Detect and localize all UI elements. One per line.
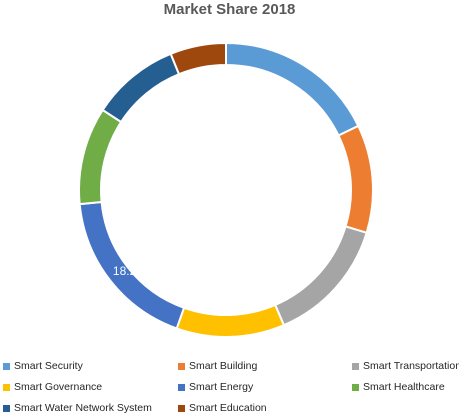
donut-slice-smart-governance: [175, 303, 286, 338]
legend-item-smart-building: Smart Building: [178, 359, 257, 373]
chart-legend: Smart Security Smart Building Smart Transp…: [0, 357, 459, 414]
legend-label: Smart Building: [189, 360, 258, 372]
donut-slice-smart-education: [169, 41, 227, 76]
legend-label: Smart Security: [14, 360, 83, 372]
chart-title: Market Share 2018: [163, 1, 296, 18]
legend-swatch: [352, 362, 359, 370]
donut-slice-smart-water-network-system: [101, 52, 181, 124]
legend-swatch: [352, 383, 359, 391]
donut-slice-smart-healthcare: [78, 108, 123, 206]
legend-item-smart-healthcare: Smart Healthcare: [352, 380, 445, 394]
legend-label: Smart Transportation: [363, 360, 459, 372]
legend-swatch: [178, 404, 185, 412]
legend-swatch: [178, 362, 185, 370]
legend-item-smart-energy: Smart Energy: [178, 380, 253, 394]
donut-slice-smart-building: [337, 124, 374, 235]
legend-label: Smart Energy: [189, 381, 254, 393]
legend-item-smart-education: Smart Education: [178, 401, 267, 415]
donut-slice-smart-transportation: [273, 225, 368, 327]
data-label-smart-energy: 18.2%: [113, 264, 147, 278]
legend-item-smart-security: Smart Security: [3, 359, 83, 373]
donut-slice-smart-security: [225, 41, 360, 137]
legend-label: Smart Governance: [14, 381, 103, 393]
legend-swatch: [3, 362, 10, 370]
legend-item-smart-transportation: Smart Transportation: [352, 359, 459, 373]
legend-label: Smart Healthcare: [363, 381, 445, 393]
legend-swatch: [178, 383, 185, 391]
legend-item-smart-water-network-system: Smart Water Network System: [3, 401, 152, 415]
legend-label: Smart Education: [189, 402, 267, 414]
legend-item-smart-governance: Smart Governance: [3, 380, 102, 394]
legend-label: Smart Water Network System: [14, 402, 152, 414]
legend-swatch: [3, 383, 10, 391]
legend-swatch: [3, 404, 10, 412]
